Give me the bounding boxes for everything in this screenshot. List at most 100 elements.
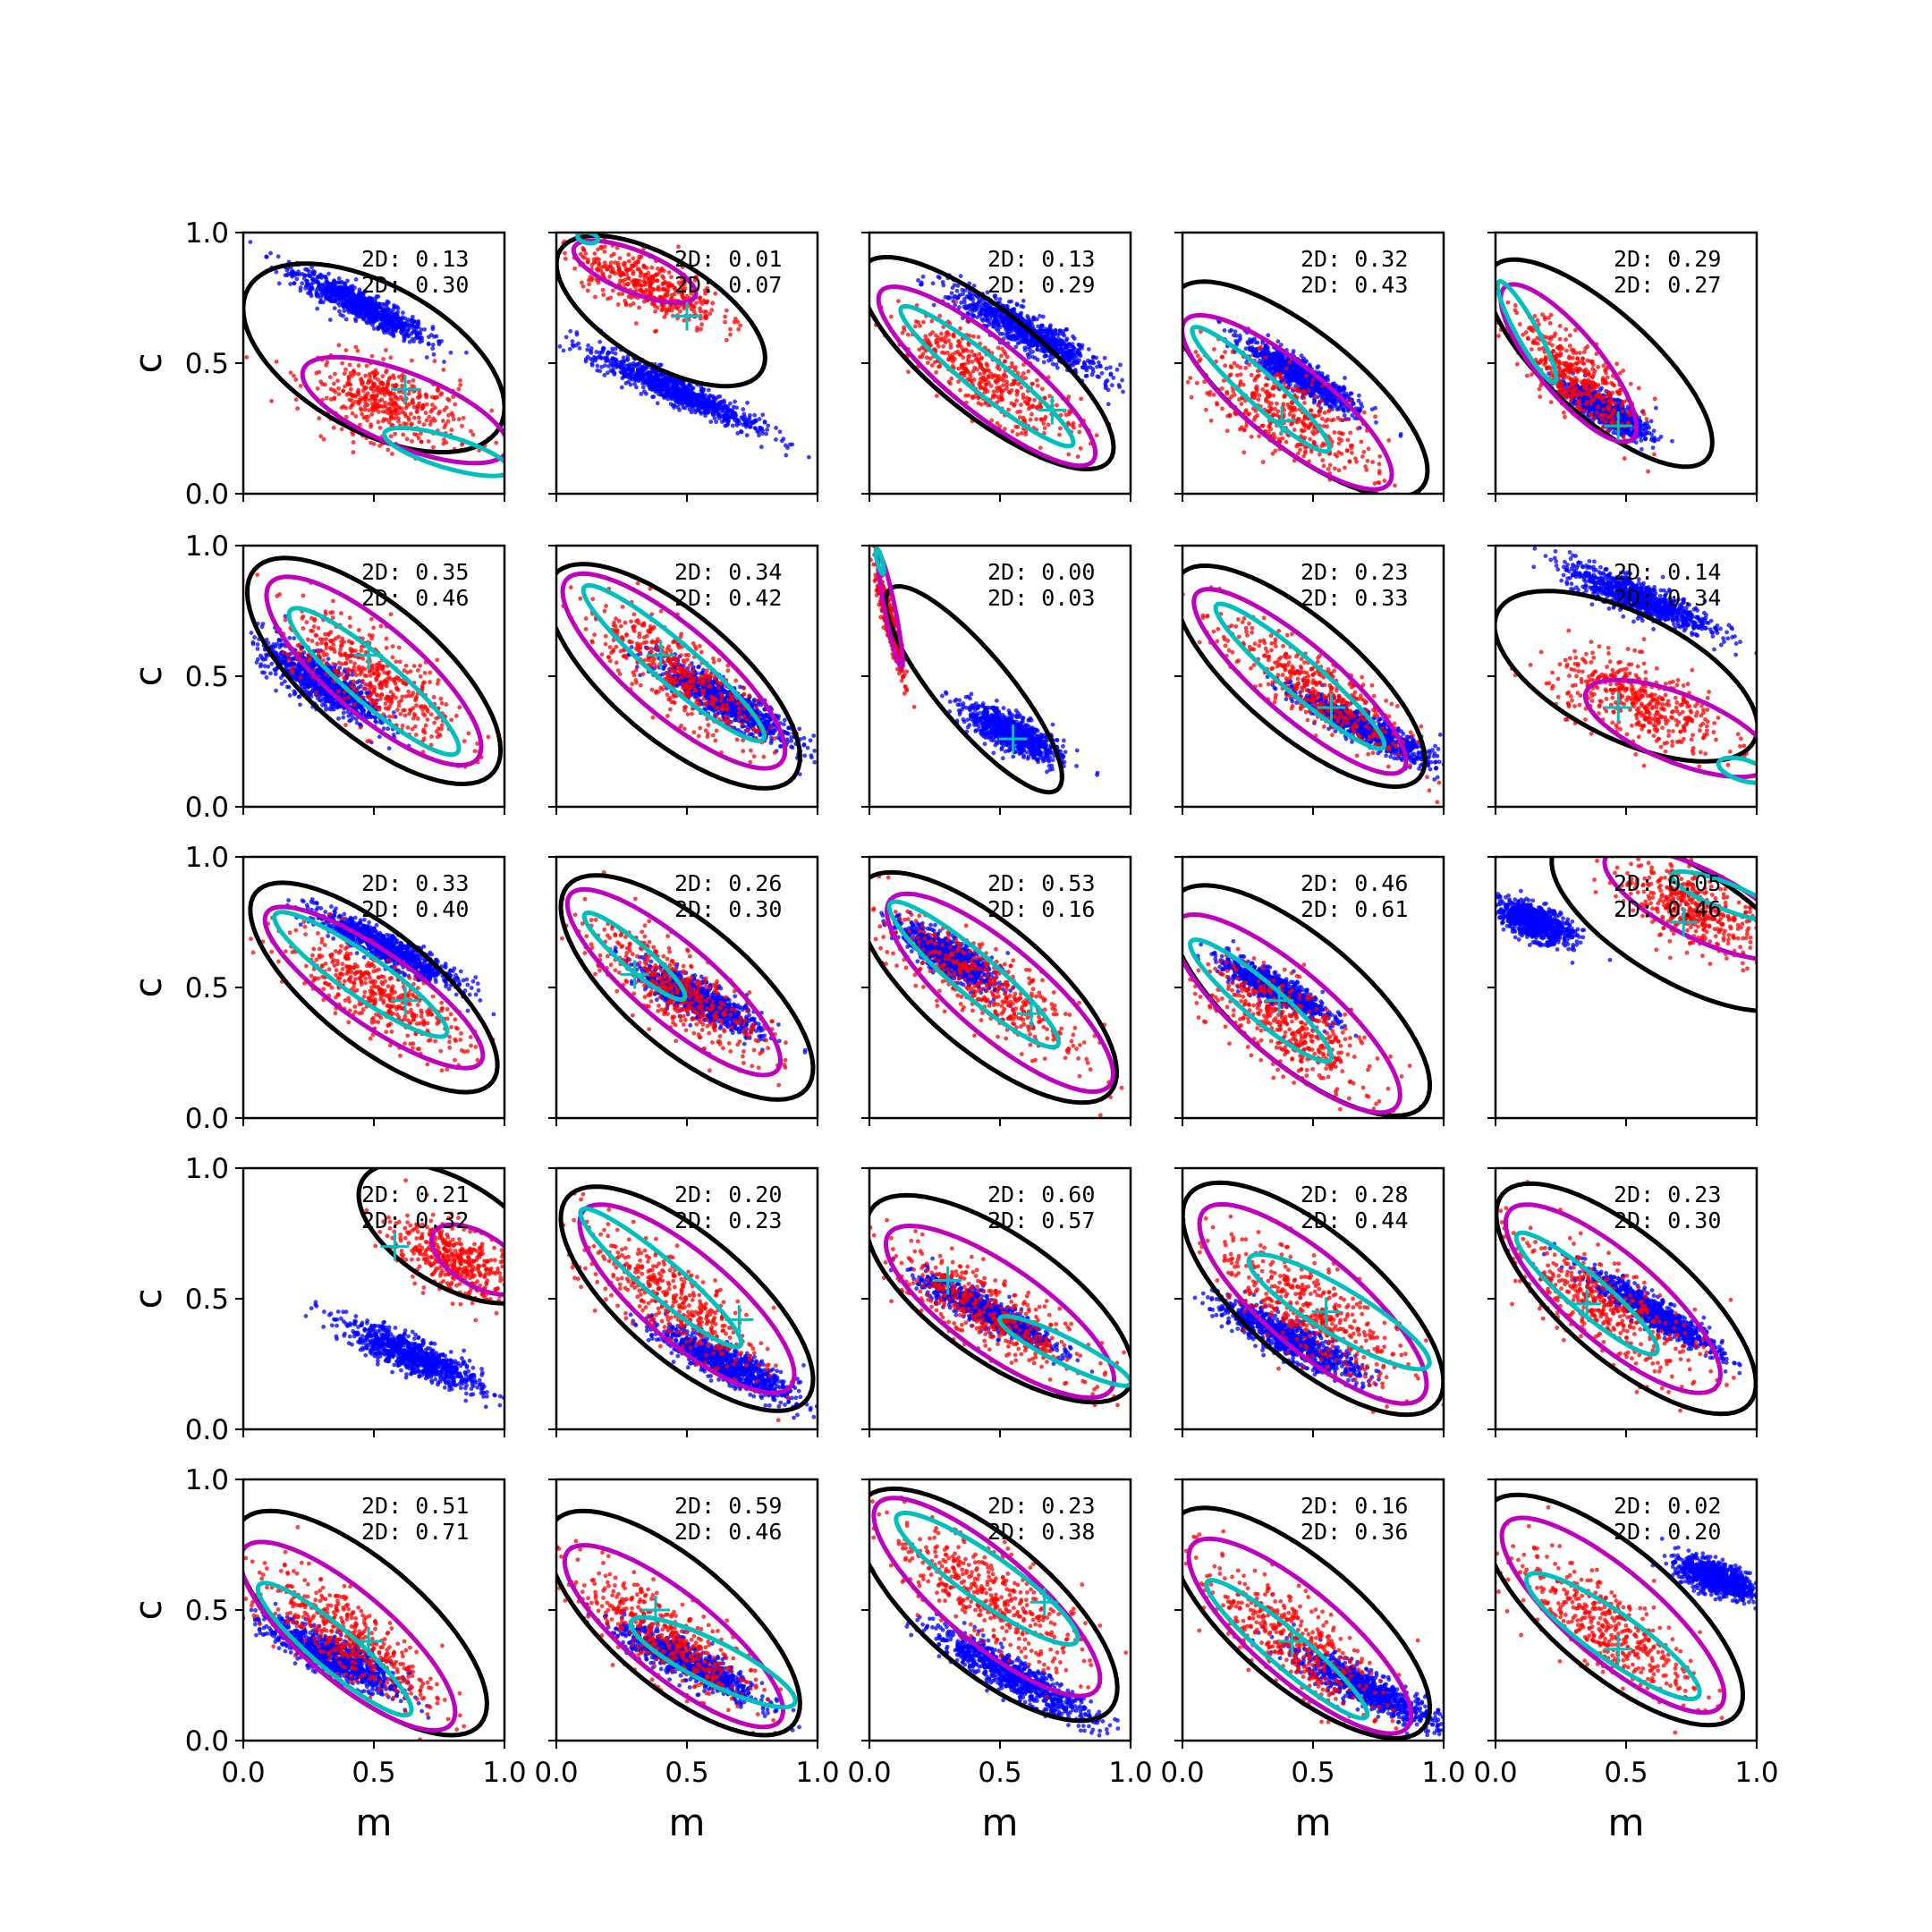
red-samples-point (1094, 433, 1099, 438)
blue-samples-point (322, 284, 326, 289)
blue-samples-point (1342, 405, 1347, 410)
red-samples-point (691, 305, 697, 309)
blue-samples-point (357, 307, 362, 312)
blue-samples-point (1250, 347, 1255, 352)
red-samples-point (585, 288, 590, 293)
blue-samples-point (943, 294, 948, 300)
red-samples-point (371, 388, 377, 394)
blue-samples-point (734, 405, 740, 411)
blue-samples-point (1089, 372, 1095, 377)
red-samples-point (902, 327, 907, 333)
red-samples-point (376, 419, 381, 425)
red-samples-point (356, 402, 361, 406)
red-samples-point (991, 389, 996, 394)
red-samples-point (970, 349, 974, 354)
blue-samples-point (296, 269, 301, 275)
blue-samples-point (764, 431, 769, 436)
red-samples-point (453, 402, 458, 407)
red-samples-point (445, 419, 451, 424)
red-samples-point (591, 260, 597, 265)
red-samples-point (615, 260, 621, 266)
red-samples-point (396, 389, 402, 394)
blue-samples-point (1081, 361, 1087, 367)
red-samples-point (1021, 371, 1026, 376)
blue-samples-point (979, 317, 985, 322)
blue-samples-point (360, 305, 366, 310)
red-samples-point (406, 391, 411, 396)
blue-samples-point (410, 314, 415, 319)
red-samples-point (361, 385, 367, 390)
blue-samples-point (1282, 359, 1287, 364)
blue-samples-point (1096, 360, 1101, 365)
blue-samples-point (1356, 398, 1361, 403)
blue-samples-point (358, 300, 363, 305)
estimate-marker (391, 375, 420, 404)
blue-samples-point (312, 277, 318, 282)
red-samples-point (608, 295, 614, 301)
red-samples-point (543, 229, 547, 233)
blue-samples-point (426, 335, 431, 340)
blue-samples-point (1019, 303, 1024, 309)
red-samples-point (393, 431, 398, 436)
red-samples-point (982, 386, 987, 392)
blue-samples-point (1091, 360, 1097, 366)
blue-samples-point (594, 350, 599, 354)
blue-samples-point (982, 299, 987, 304)
blue-samples-point (722, 398, 726, 403)
blue-samples-point (689, 410, 694, 415)
red-samples-point (362, 407, 368, 412)
red-samples-point (376, 410, 381, 414)
blue-samples-point (677, 392, 682, 397)
red-samples-point (958, 326, 962, 331)
blue-samples-point (783, 443, 788, 448)
red-samples-point (648, 292, 653, 297)
blue-samples-point (1090, 367, 1096, 371)
blue-samples-point (610, 356, 615, 360)
red-samples-point (404, 421, 409, 427)
blue-samples-point (648, 377, 653, 382)
red-samples-point (604, 263, 609, 268)
blue-samples-point (667, 394, 673, 398)
blue-samples-point (665, 388, 671, 394)
red-samples-point (388, 434, 394, 439)
blue-samples-point (599, 356, 604, 360)
blue-samples-point (640, 366, 646, 371)
red-samples-point (961, 355, 966, 360)
red-samples-point (1018, 409, 1023, 414)
blue-samples-point (585, 354, 590, 360)
red-samples-point (948, 381, 953, 386)
blue-samples-point (918, 282, 923, 287)
blue-samples-point (675, 404, 681, 410)
blue-samples-point (1022, 345, 1028, 351)
red-samples-point (416, 404, 421, 409)
blue-samples-point (464, 350, 469, 355)
blue-samples-point (1058, 346, 1063, 352)
blue-samples-point (1021, 298, 1026, 303)
red-samples-point (348, 386, 353, 392)
blue-samples-point (1357, 393, 1361, 398)
red-samples-point (701, 309, 707, 315)
blue-samples-point (400, 310, 405, 316)
red-samples-point (1034, 417, 1039, 422)
blue-samples-point (332, 306, 337, 310)
blue-samples-point (1255, 340, 1260, 345)
blue-samples-point (679, 397, 683, 402)
blue-samples-point (382, 302, 387, 307)
red-samples-point (655, 278, 660, 284)
blue-samples-point (597, 339, 603, 344)
red-samples-point (968, 371, 972, 377)
red-samples-point (610, 288, 615, 293)
blue-samples-point (1006, 299, 1012, 304)
red-samples-point (641, 263, 647, 268)
red-samples-point (925, 360, 930, 366)
red-samples-point (432, 418, 437, 423)
blue-samples-point (1350, 413, 1355, 418)
blue-samples-point (972, 306, 978, 310)
red-samples-point (996, 394, 1000, 400)
red-samples-point (999, 394, 1004, 400)
blue-samples-point (662, 377, 666, 382)
red-samples-point (705, 285, 710, 291)
red-samples-point (381, 417, 386, 422)
blue-samples-point (407, 339, 412, 344)
y-axis-label: c (126, 352, 170, 373)
